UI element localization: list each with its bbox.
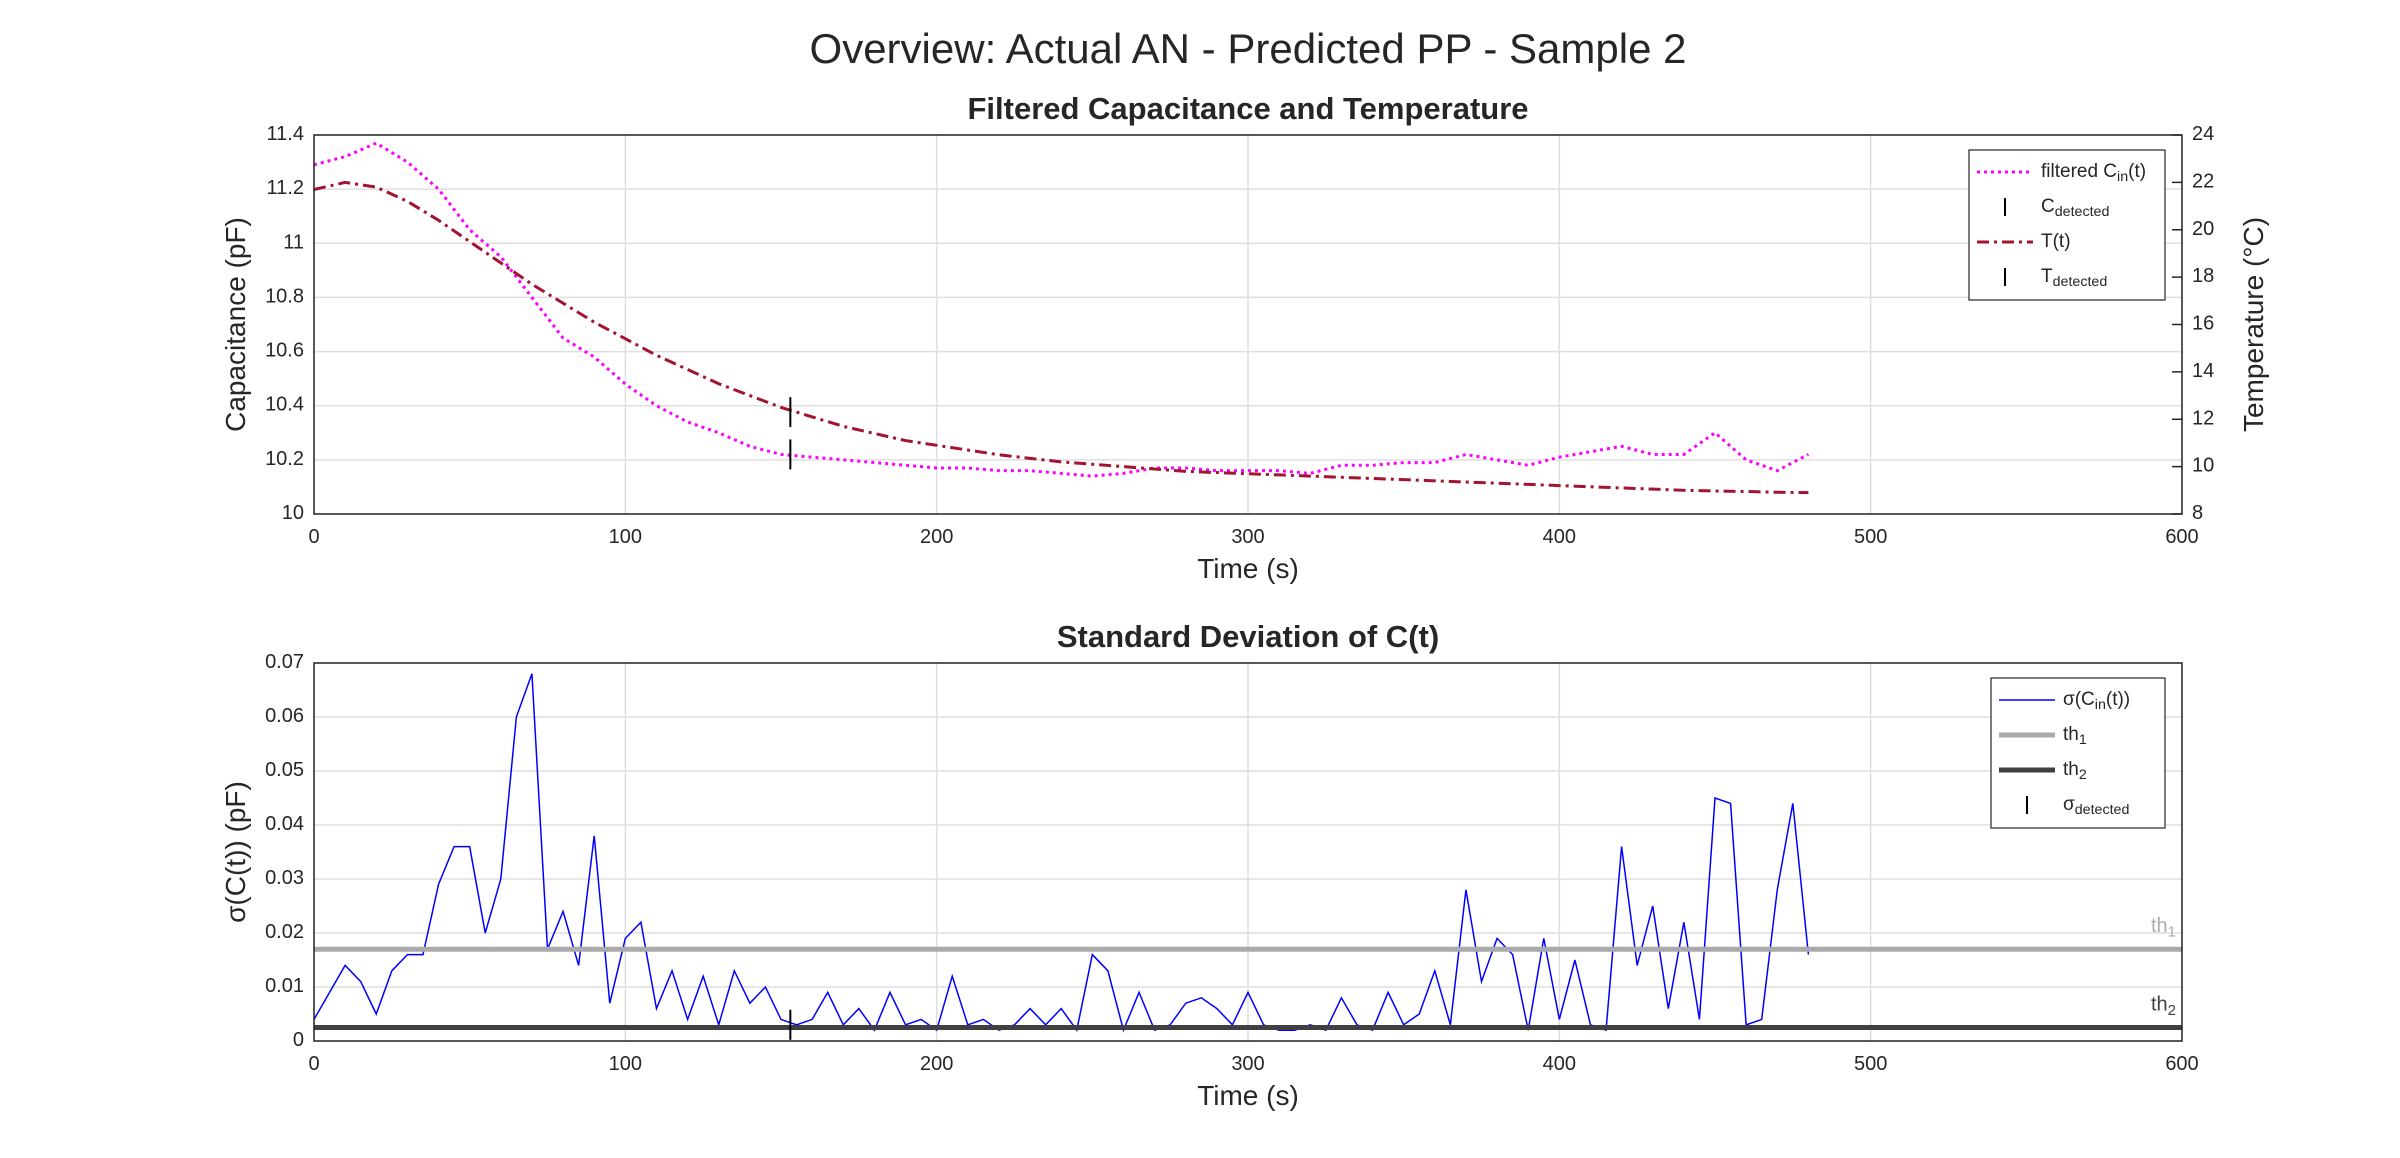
- x-tick-label: 300: [1231, 526, 1264, 548]
- threshold-label: th2: [2151, 994, 2176, 1019]
- y2-tick-label: 8: [2192, 502, 2203, 524]
- y-tick-label: 0.01: [265, 975, 304, 997]
- y-tick-label: 0.03: [265, 867, 304, 889]
- y-tick-label: 10: [282, 502, 304, 524]
- x-axis-label: Time (s): [1197, 553, 1299, 584]
- legend-label: filtered Cin(t): [2041, 161, 2146, 185]
- figure-title: Overview: Actual AN - Predicted PP - Sam…: [810, 25, 1687, 72]
- threshold-label: th1: [2151, 915, 2176, 940]
- x-tick-label: 0: [308, 526, 319, 548]
- x-tick-label: 200: [920, 1053, 953, 1075]
- y-axis-label: Capacitance (pF): [220, 217, 251, 432]
- x-tick-label: 600: [2165, 526, 2198, 548]
- y-tick-label: 0.07: [265, 651, 304, 673]
- legend-box: [1968, 149, 2166, 301]
- y-tick-label: 11.2: [267, 177, 304, 199]
- x-tick-label: 600: [2165, 1053, 2198, 1075]
- y-tick-label: 0.05: [265, 759, 304, 781]
- x-tick-label: 500: [1854, 1053, 1887, 1075]
- legend-label: Tdetected: [2041, 266, 2107, 290]
- axes-box: [313, 662, 2183, 1042]
- y2-axis-label: Temperature (°C): [2238, 217, 2269, 432]
- data-line: [313, 180, 1809, 495]
- y-tick-label: 0.04: [265, 813, 304, 835]
- x-tick-label: 300: [1231, 1053, 1264, 1075]
- y2-tick-label: 10: [2192, 455, 2214, 477]
- data-line: [313, 673, 1810, 1033]
- legend-label: Cdetected: [2041, 196, 2109, 220]
- x-axis-label: Time (s): [1197, 1080, 1299, 1111]
- y2-tick-label: 20: [2192, 218, 2214, 240]
- chart-title: Filtered Capacitance and Temperature: [967, 91, 1528, 126]
- x-tick-label: 200: [920, 526, 953, 548]
- y-tick-label: 11.4: [267, 123, 304, 145]
- y2-tick-label: 18: [2192, 265, 2214, 287]
- axes-box: [313, 134, 2183, 515]
- y-tick-label: 0: [293, 1029, 304, 1051]
- x-tick-label: 500: [1854, 526, 1887, 548]
- x-tick-label: 400: [1543, 526, 1576, 548]
- chart-title: Standard Deviation of C(t): [1057, 619, 1439, 654]
- y2-tick-label: 12: [2192, 408, 2214, 430]
- y2-tick-label: 16: [2192, 313, 2214, 335]
- x-tick-label: 100: [609, 1053, 642, 1075]
- y-tick-label: 0.02: [265, 921, 304, 943]
- y-tick-label: 10.8: [265, 286, 304, 308]
- legend-label: T(t): [2041, 231, 2071, 252]
- x-tick-label: 100: [609, 526, 642, 548]
- y2-tick-label: 14: [2192, 360, 2214, 382]
- y-tick-label: 0.06: [265, 705, 304, 727]
- y2-tick-label: 24: [2192, 123, 2214, 145]
- y-tick-label: 11: [283, 232, 304, 254]
- y-tick-label: 10.2: [265, 448, 304, 470]
- y-tick-label: 10.6: [265, 340, 304, 362]
- legend-label: th1: [2063, 724, 2087, 748]
- y2-tick-label: 22: [2192, 171, 2214, 193]
- legend-label: th2: [2063, 759, 2087, 783]
- x-tick-label: 0: [308, 1053, 319, 1075]
- y-axis-label: σ(C(t)) (pF): [220, 781, 251, 923]
- data-line: [313, 141, 1810, 478]
- x-tick-label: 400: [1543, 1053, 1576, 1075]
- legend-label: σdetected: [2063, 794, 2129, 818]
- legend-label: σ(Cin(t)): [2063, 689, 2130, 713]
- y-tick-label: 10.4: [265, 394, 304, 416]
- legend-box: [1990, 677, 2166, 829]
